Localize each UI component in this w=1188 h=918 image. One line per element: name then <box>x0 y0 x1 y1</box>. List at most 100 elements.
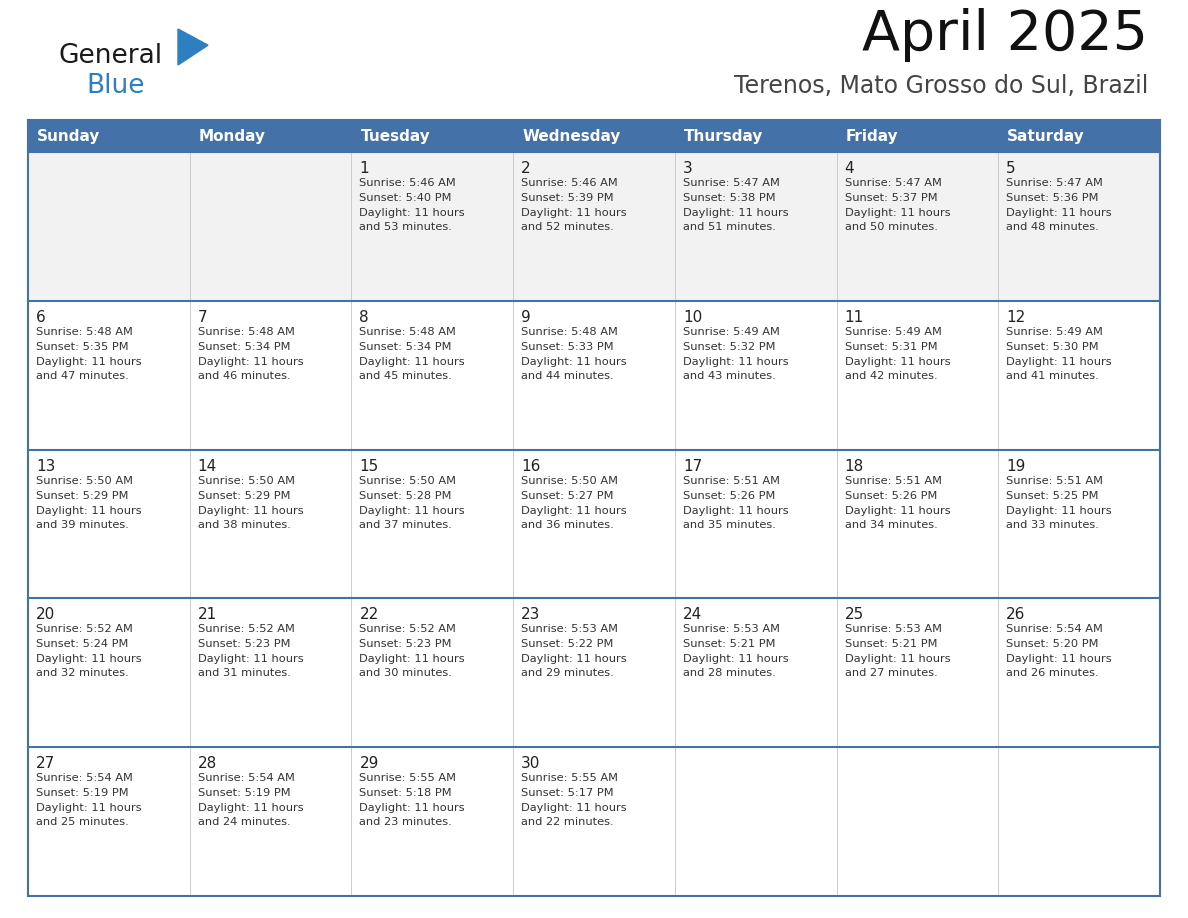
Text: Sunset: 5:20 PM: Sunset: 5:20 PM <box>1006 640 1099 649</box>
Text: Daylight: 11 hours: Daylight: 11 hours <box>845 506 950 516</box>
Text: Sunrise: 5:49 AM: Sunrise: 5:49 AM <box>683 327 779 337</box>
Text: 30: 30 <box>522 756 541 771</box>
Text: Sunset: 5:21 PM: Sunset: 5:21 PM <box>845 640 937 649</box>
Text: Sunrise: 5:53 AM: Sunrise: 5:53 AM <box>845 624 942 634</box>
Text: 9: 9 <box>522 309 531 325</box>
Text: Daylight: 11 hours: Daylight: 11 hours <box>197 655 303 665</box>
Text: Sunrise: 5:51 AM: Sunrise: 5:51 AM <box>683 476 779 486</box>
Text: Sunrise: 5:50 AM: Sunrise: 5:50 AM <box>36 476 133 486</box>
Text: Sunset: 5:31 PM: Sunset: 5:31 PM <box>845 341 937 352</box>
Bar <box>998 152 1159 301</box>
Bar <box>998 747 1159 896</box>
Text: and 43 minutes.: and 43 minutes. <box>683 371 776 381</box>
Bar <box>998 450 1159 599</box>
Text: Sunset: 5:36 PM: Sunset: 5:36 PM <box>1006 193 1099 203</box>
Text: and 47 minutes.: and 47 minutes. <box>36 371 128 381</box>
Bar <box>675 450 836 599</box>
Text: Sunset: 5:19 PM: Sunset: 5:19 PM <box>197 789 290 798</box>
Text: Daylight: 11 hours: Daylight: 11 hours <box>1006 655 1112 665</box>
Text: Friday: Friday <box>846 129 898 143</box>
Text: and 29 minutes.: and 29 minutes. <box>522 668 614 678</box>
Text: 19: 19 <box>1006 459 1025 474</box>
Text: 15: 15 <box>360 459 379 474</box>
Text: Sunset: 5:38 PM: Sunset: 5:38 PM <box>683 193 776 203</box>
Bar <box>513 301 675 450</box>
Bar <box>29 301 190 450</box>
Text: Daylight: 11 hours: Daylight: 11 hours <box>197 506 303 516</box>
Text: 2: 2 <box>522 161 531 176</box>
Text: Sunset: 5:19 PM: Sunset: 5:19 PM <box>36 789 128 798</box>
Text: 11: 11 <box>845 309 864 325</box>
Text: 24: 24 <box>683 608 702 622</box>
Text: and 33 minutes.: and 33 minutes. <box>1006 520 1099 530</box>
Text: Sunrise: 5:55 AM: Sunrise: 5:55 AM <box>522 773 618 783</box>
Text: Sunrise: 5:52 AM: Sunrise: 5:52 AM <box>197 624 295 634</box>
Text: Daylight: 11 hours: Daylight: 11 hours <box>522 208 627 218</box>
Text: Sunrise: 5:50 AM: Sunrise: 5:50 AM <box>197 476 295 486</box>
Text: Sunset: 5:29 PM: Sunset: 5:29 PM <box>36 490 128 500</box>
Text: Daylight: 11 hours: Daylight: 11 hours <box>1006 208 1112 218</box>
Text: Daylight: 11 hours: Daylight: 11 hours <box>360 357 465 367</box>
Text: Sunrise: 5:55 AM: Sunrise: 5:55 AM <box>360 773 456 783</box>
Bar <box>998 599 1159 747</box>
Text: Daylight: 11 hours: Daylight: 11 hours <box>683 357 789 367</box>
Text: Daylight: 11 hours: Daylight: 11 hours <box>36 803 141 813</box>
Text: and 31 minutes.: and 31 minutes. <box>197 668 291 678</box>
Text: Sunset: 5:32 PM: Sunset: 5:32 PM <box>683 341 776 352</box>
Text: 21: 21 <box>197 608 217 622</box>
Text: Daylight: 11 hours: Daylight: 11 hours <box>522 506 627 516</box>
Text: 22: 22 <box>360 608 379 622</box>
Text: Sunset: 5:21 PM: Sunset: 5:21 PM <box>683 640 776 649</box>
Text: 10: 10 <box>683 309 702 325</box>
Text: Sunset: 5:34 PM: Sunset: 5:34 PM <box>360 341 451 352</box>
Text: Daylight: 11 hours: Daylight: 11 hours <box>36 655 141 665</box>
Text: Daylight: 11 hours: Daylight: 11 hours <box>360 506 465 516</box>
Text: Sunset: 5:35 PM: Sunset: 5:35 PM <box>36 341 128 352</box>
Text: Sunrise: 5:48 AM: Sunrise: 5:48 AM <box>522 327 618 337</box>
Text: Sunset: 5:27 PM: Sunset: 5:27 PM <box>522 490 614 500</box>
Text: Daylight: 11 hours: Daylight: 11 hours <box>845 655 950 665</box>
Text: and 46 minutes.: and 46 minutes. <box>197 371 290 381</box>
Bar <box>513 152 675 301</box>
Bar <box>836 747 998 896</box>
Bar <box>675 747 836 896</box>
Text: Sunset: 5:22 PM: Sunset: 5:22 PM <box>522 640 613 649</box>
Text: Sunrise: 5:50 AM: Sunrise: 5:50 AM <box>522 476 618 486</box>
Text: Sunrise: 5:48 AM: Sunrise: 5:48 AM <box>360 327 456 337</box>
Bar <box>352 599 513 747</box>
Text: Sunday: Sunday <box>37 129 100 143</box>
Bar <box>513 450 675 599</box>
Text: and 42 minutes.: and 42 minutes. <box>845 371 937 381</box>
Text: Daylight: 11 hours: Daylight: 11 hours <box>522 357 627 367</box>
Text: Sunset: 5:18 PM: Sunset: 5:18 PM <box>360 789 453 798</box>
Text: 3: 3 <box>683 161 693 176</box>
Bar <box>836 301 998 450</box>
Text: Sunset: 5:26 PM: Sunset: 5:26 PM <box>845 490 937 500</box>
Text: and 24 minutes.: and 24 minutes. <box>197 817 290 827</box>
Text: 23: 23 <box>522 608 541 622</box>
Text: Sunset: 5:29 PM: Sunset: 5:29 PM <box>197 490 290 500</box>
Text: Sunset: 5:23 PM: Sunset: 5:23 PM <box>360 640 451 649</box>
Text: and 41 minutes.: and 41 minutes. <box>1006 371 1099 381</box>
Bar <box>29 120 1159 152</box>
Text: Daylight: 11 hours: Daylight: 11 hours <box>360 208 465 218</box>
Text: Sunrise: 5:54 AM: Sunrise: 5:54 AM <box>197 773 295 783</box>
Text: Sunrise: 5:51 AM: Sunrise: 5:51 AM <box>1006 476 1104 486</box>
Bar <box>998 301 1159 450</box>
Text: and 30 minutes.: and 30 minutes. <box>360 668 453 678</box>
Text: 25: 25 <box>845 608 864 622</box>
Text: and 38 minutes.: and 38 minutes. <box>197 520 291 530</box>
Text: Blue: Blue <box>86 73 145 99</box>
Bar <box>29 152 190 301</box>
Text: Daylight: 11 hours: Daylight: 11 hours <box>845 357 950 367</box>
Text: and 32 minutes.: and 32 minutes. <box>36 668 128 678</box>
Text: 13: 13 <box>36 459 56 474</box>
Text: and 23 minutes.: and 23 minutes. <box>360 817 453 827</box>
Text: and 25 minutes.: and 25 minutes. <box>36 817 128 827</box>
Bar <box>513 599 675 747</box>
Bar <box>190 301 352 450</box>
Text: April 2025: April 2025 <box>862 8 1148 62</box>
Text: Sunrise: 5:49 AM: Sunrise: 5:49 AM <box>845 327 941 337</box>
Text: and 45 minutes.: and 45 minutes. <box>360 371 453 381</box>
Text: Daylight: 11 hours: Daylight: 11 hours <box>1006 357 1112 367</box>
